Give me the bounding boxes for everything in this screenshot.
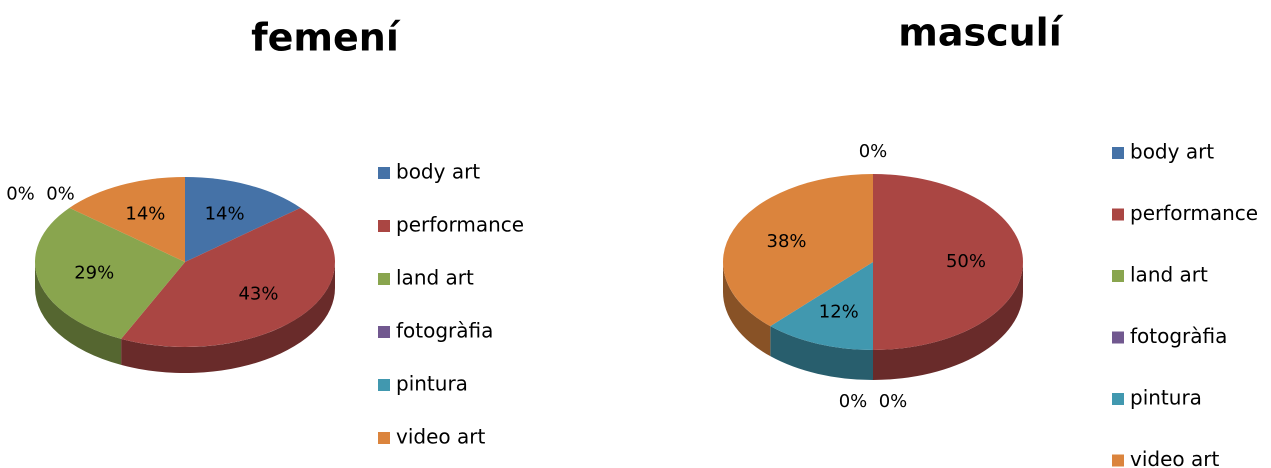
data-label: 0% <box>859 141 888 162</box>
slice <box>35 207 185 339</box>
legend-label: video art <box>1130 447 1219 468</box>
slice <box>770 262 873 350</box>
data-label: 0% <box>879 391 908 412</box>
legend-label: performance <box>396 213 524 237</box>
legend-swatch <box>378 167 390 179</box>
data-label: 12% <box>819 302 859 323</box>
data-label: 29% <box>74 262 114 283</box>
slice-side <box>770 326 873 380</box>
slice-side <box>873 262 1023 380</box>
slice <box>121 207 336 348</box>
legend-swatch <box>1112 454 1124 467</box>
slice <box>69 177 185 262</box>
slice <box>185 177 301 262</box>
legend-swatch <box>1112 208 1124 221</box>
data-label: 0% <box>839 391 868 412</box>
slice-side <box>121 262 335 374</box>
legend-swatch <box>1112 147 1124 159</box>
legend-label: performance <box>1130 201 1258 225</box>
legend-swatch <box>378 432 390 444</box>
legend-swatch <box>1112 331 1124 344</box>
data-label: 14% <box>205 203 245 224</box>
legend-label: pintura <box>396 372 468 396</box>
legend-swatch <box>378 326 390 338</box>
legend-swatch <box>378 273 390 285</box>
chart-title: femení <box>251 16 401 60</box>
legend-swatch <box>378 379 390 391</box>
legend-label: fotogràfia <box>396 319 493 343</box>
data-label: 14% <box>125 203 165 224</box>
legend-label: pintura <box>1130 386 1202 410</box>
legend-swatch <box>378 220 390 232</box>
legend-label: body art <box>1130 140 1214 164</box>
slice-side <box>723 262 771 357</box>
legend-label: body art <box>396 160 480 184</box>
data-label: 0% <box>6 183 35 204</box>
legend-swatch <box>1112 393 1124 405</box>
data-label: 50% <box>946 251 986 272</box>
data-label: 38% <box>767 231 807 252</box>
data-label: 43% <box>238 283 278 304</box>
legend-label: land art <box>1130 263 1208 287</box>
legend-label: land art <box>396 266 474 290</box>
slice <box>69 207 185 262</box>
legend-label: video art <box>396 425 485 449</box>
slice <box>723 174 873 327</box>
legend-swatch <box>1112 270 1124 282</box>
legend-label: fotogràfia <box>1130 324 1227 348</box>
slice-side <box>35 262 122 365</box>
slice <box>873 174 1023 350</box>
data-label: 0% <box>46 183 75 204</box>
chart-title: masculí <box>898 11 1063 55</box>
